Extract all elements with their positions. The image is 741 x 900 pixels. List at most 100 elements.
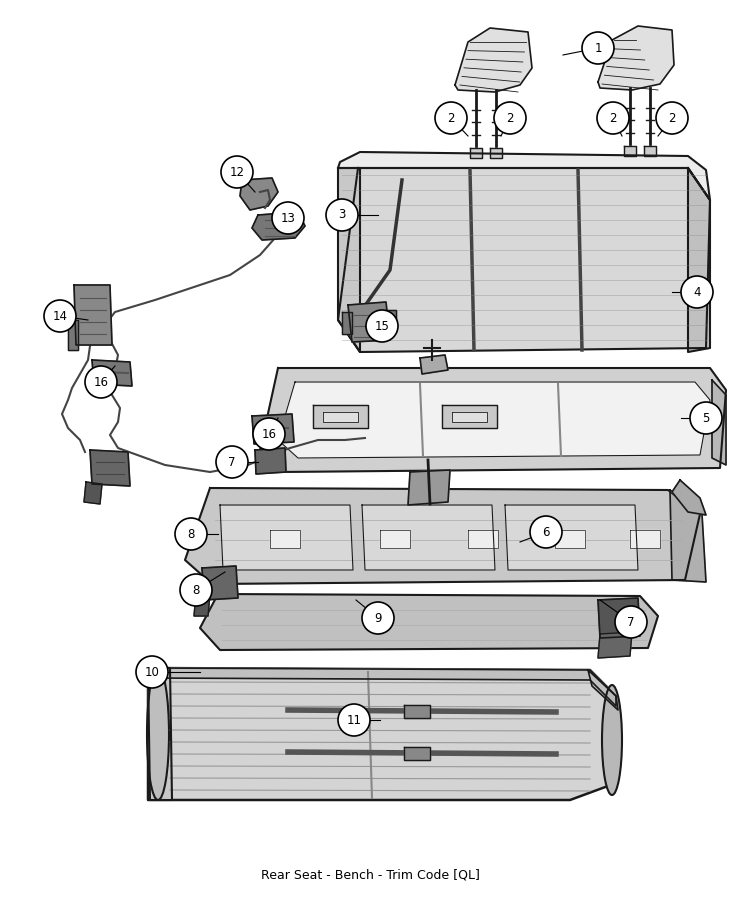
Text: 16: 16	[93, 375, 108, 389]
Text: 2: 2	[448, 112, 455, 124]
Polygon shape	[84, 482, 102, 504]
Text: 3: 3	[339, 209, 346, 221]
Polygon shape	[505, 505, 638, 570]
Text: 9: 9	[374, 611, 382, 625]
Polygon shape	[588, 670, 618, 710]
Text: 14: 14	[53, 310, 67, 322]
Polygon shape	[240, 178, 278, 210]
Polygon shape	[420, 355, 448, 374]
Circle shape	[582, 32, 614, 64]
Circle shape	[615, 606, 647, 638]
Polygon shape	[712, 380, 726, 465]
Circle shape	[338, 704, 370, 736]
Polygon shape	[260, 368, 726, 472]
Ellipse shape	[602, 685, 622, 795]
Circle shape	[530, 516, 562, 548]
Circle shape	[362, 602, 394, 634]
Text: 2: 2	[609, 112, 617, 124]
Polygon shape	[380, 530, 410, 548]
Text: 8: 8	[193, 583, 199, 597]
Text: 7: 7	[627, 616, 635, 628]
Circle shape	[366, 310, 398, 342]
Text: 10: 10	[144, 665, 159, 679]
Polygon shape	[338, 152, 710, 200]
Polygon shape	[148, 668, 616, 706]
Polygon shape	[200, 594, 658, 650]
Polygon shape	[598, 632, 632, 658]
Polygon shape	[468, 530, 498, 548]
Circle shape	[272, 202, 304, 234]
Polygon shape	[90, 450, 130, 486]
Polygon shape	[348, 302, 390, 342]
Polygon shape	[323, 412, 358, 422]
Text: 5: 5	[702, 411, 710, 425]
Text: 4: 4	[694, 285, 701, 299]
Ellipse shape	[147, 668, 169, 800]
Polygon shape	[442, 405, 497, 428]
Polygon shape	[598, 598, 640, 638]
Circle shape	[44, 300, 76, 332]
Polygon shape	[362, 505, 495, 570]
Circle shape	[136, 656, 168, 688]
Text: 1: 1	[594, 41, 602, 55]
Polygon shape	[338, 168, 710, 352]
Polygon shape	[624, 146, 636, 156]
Polygon shape	[408, 470, 450, 505]
Text: Rear Seat - Bench - Trim Code [QL]: Rear Seat - Bench - Trim Code [QL]	[261, 868, 479, 881]
Circle shape	[175, 518, 207, 550]
Text: 2: 2	[668, 112, 676, 124]
Circle shape	[435, 102, 467, 134]
Polygon shape	[630, 530, 660, 548]
Polygon shape	[74, 285, 112, 345]
Circle shape	[180, 574, 212, 606]
Polygon shape	[386, 310, 396, 332]
Circle shape	[216, 446, 248, 478]
Polygon shape	[490, 148, 502, 158]
Text: 11: 11	[347, 714, 362, 726]
Polygon shape	[452, 412, 487, 422]
Circle shape	[326, 199, 358, 231]
Polygon shape	[342, 312, 352, 334]
Text: 2: 2	[506, 112, 514, 124]
Polygon shape	[644, 146, 656, 156]
Polygon shape	[185, 488, 700, 584]
Circle shape	[656, 102, 688, 134]
Circle shape	[85, 366, 117, 398]
Polygon shape	[555, 530, 585, 548]
Polygon shape	[670, 490, 706, 582]
Polygon shape	[688, 168, 710, 352]
Polygon shape	[313, 405, 368, 428]
Polygon shape	[68, 320, 78, 350]
Polygon shape	[252, 414, 294, 444]
Polygon shape	[404, 705, 430, 718]
Text: 7: 7	[228, 455, 236, 469]
Text: 15: 15	[374, 320, 390, 332]
Polygon shape	[278, 382, 710, 458]
Circle shape	[221, 156, 253, 188]
Polygon shape	[202, 566, 238, 600]
Polygon shape	[252, 212, 305, 240]
Circle shape	[253, 418, 285, 450]
Polygon shape	[220, 505, 353, 570]
Circle shape	[681, 276, 713, 308]
Text: 8: 8	[187, 527, 195, 541]
Polygon shape	[148, 668, 616, 800]
Polygon shape	[255, 448, 286, 474]
Polygon shape	[598, 26, 674, 90]
Text: 13: 13	[281, 212, 296, 224]
Circle shape	[597, 102, 629, 134]
Text: 16: 16	[262, 428, 276, 440]
Text: 6: 6	[542, 526, 550, 538]
Polygon shape	[92, 360, 132, 386]
Polygon shape	[404, 747, 430, 760]
Polygon shape	[455, 28, 532, 92]
Circle shape	[494, 102, 526, 134]
Polygon shape	[270, 530, 300, 548]
Text: 12: 12	[230, 166, 245, 178]
Polygon shape	[672, 480, 706, 515]
Circle shape	[690, 402, 722, 434]
Polygon shape	[148, 668, 172, 800]
Polygon shape	[338, 168, 360, 352]
Polygon shape	[194, 594, 210, 616]
Polygon shape	[470, 148, 482, 158]
